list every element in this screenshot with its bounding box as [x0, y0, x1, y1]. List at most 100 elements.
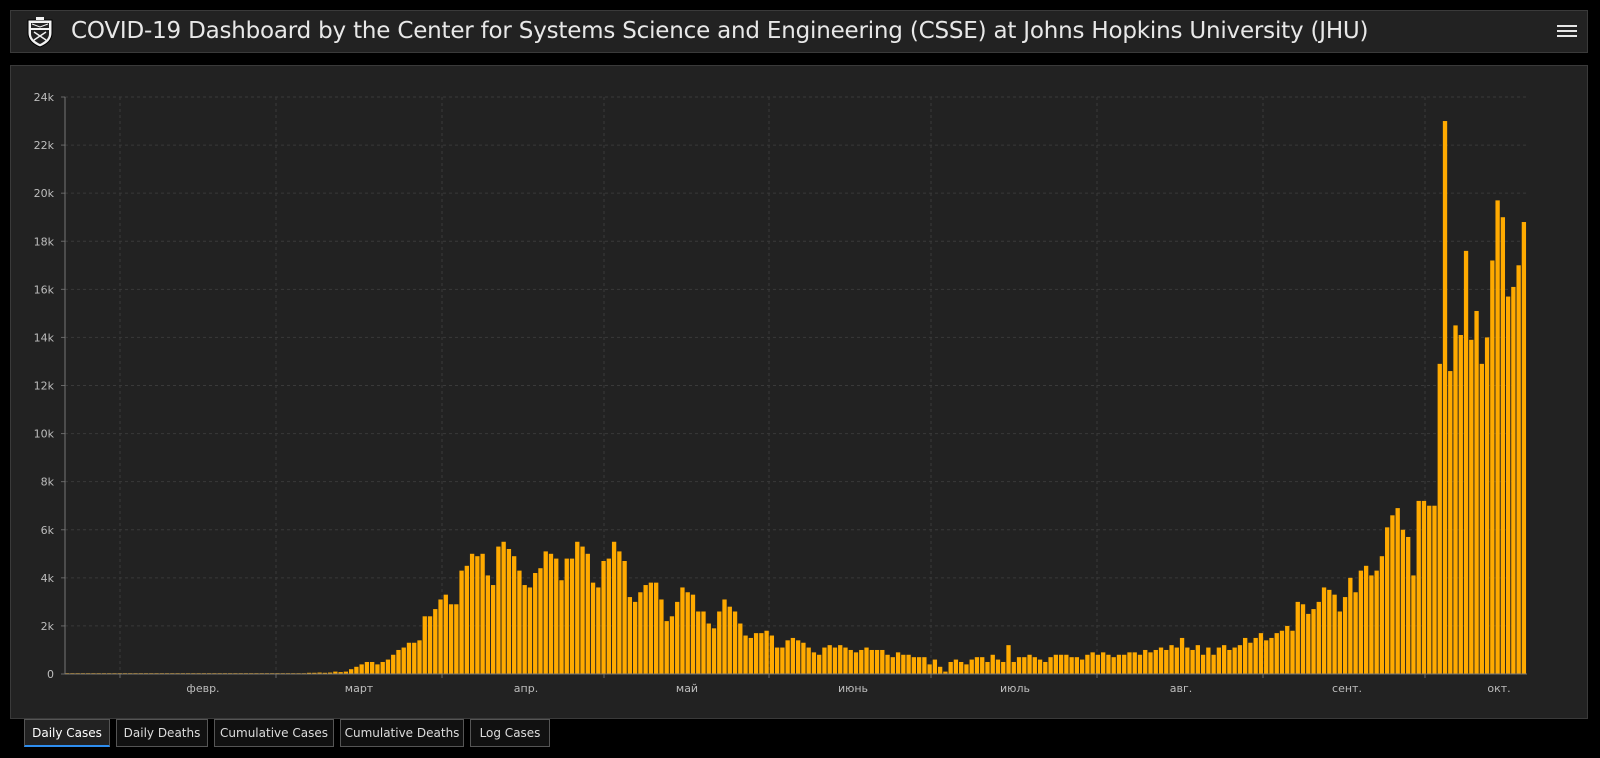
- bar[interactable]: [1406, 536, 1411, 674]
- bar[interactable]: [638, 592, 643, 674]
- bar[interactable]: [590, 582, 596, 674]
- bar[interactable]: [706, 623, 711, 674]
- bar[interactable]: [1369, 575, 1374, 674]
- bar[interactable]: [1153, 649, 1158, 674]
- bar[interactable]: [385, 659, 391, 674]
- bar[interactable]: [475, 556, 480, 674]
- bar[interactable]: [469, 553, 475, 674]
- bar[interactable]: [364, 661, 370, 674]
- bar[interactable]: [1016, 657, 1022, 674]
- bar[interactable]: [464, 565, 469, 674]
- bar[interactable]: [585, 553, 590, 674]
- bar[interactable]: [1090, 652, 1095, 674]
- bar[interactable]: [1037, 659, 1043, 674]
- bar[interactable]: [1164, 649, 1169, 674]
- bar[interactable]: [1411, 575, 1416, 674]
- bar[interactable]: [885, 654, 890, 674]
- bar[interactable]: [643, 585, 648, 674]
- bar[interactable]: [690, 594, 696, 674]
- bar[interactable]: [1137, 654, 1143, 674]
- bar[interactable]: [1337, 611, 1342, 674]
- bar[interactable]: [1332, 594, 1337, 674]
- bar[interactable]: [559, 580, 564, 674]
- bar[interactable]: [848, 649, 853, 674]
- bar[interactable]: [1106, 654, 1111, 674]
- bar[interactable]: [1001, 661, 1006, 674]
- bar[interactable]: [1079, 659, 1085, 674]
- bar[interactable]: [1085, 654, 1090, 674]
- bar[interactable]: [906, 654, 911, 674]
- bar[interactable]: [543, 551, 548, 674]
- bar[interactable]: [538, 568, 543, 674]
- bar[interactable]: [380, 661, 385, 674]
- bar[interactable]: [1511, 286, 1516, 674]
- bar[interactable]: [1505, 296, 1511, 674]
- bar[interactable]: [1521, 222, 1527, 674]
- bar[interactable]: [869, 649, 874, 674]
- bar[interactable]: [480, 553, 485, 674]
- bar[interactable]: [1269, 637, 1274, 674]
- bar[interactable]: [370, 661, 375, 674]
- bar[interactable]: [1479, 363, 1484, 674]
- bar[interactable]: [312, 672, 317, 674]
- bar[interactable]: [1348, 577, 1353, 674]
- bar[interactable]: [517, 570, 522, 674]
- bar[interactable]: [1221, 645, 1227, 674]
- bar[interactable]: [1064, 654, 1069, 674]
- bar[interactable]: [1190, 649, 1195, 674]
- bar[interactable]: [874, 649, 880, 674]
- bar[interactable]: [1248, 642, 1253, 674]
- bar[interactable]: [937, 666, 943, 674]
- bar[interactable]: [1122, 654, 1127, 674]
- bar[interactable]: [548, 553, 554, 674]
- tab-log-cases[interactable]: Log Cases: [470, 719, 550, 747]
- bar[interactable]: [911, 657, 917, 674]
- bar[interactable]: [1143, 649, 1148, 674]
- bar[interactable]: [327, 672, 333, 674]
- bar[interactable]: [1311, 609, 1316, 674]
- bar[interactable]: [1427, 505, 1432, 674]
- bar[interactable]: [916, 657, 922, 674]
- bar[interactable]: [1116, 654, 1122, 674]
- bar[interactable]: [1211, 654, 1216, 674]
- bar[interactable]: [748, 637, 753, 674]
- bar[interactable]: [817, 654, 822, 674]
- bar[interactable]: [1253, 637, 1258, 674]
- bar[interactable]: [1022, 657, 1027, 674]
- bar[interactable]: [1385, 527, 1390, 674]
- bar[interactable]: [1032, 657, 1037, 674]
- bar[interactable]: [1011, 661, 1016, 674]
- bar[interactable]: [901, 654, 906, 674]
- bar[interactable]: [696, 611, 701, 674]
- bar[interactable]: [1342, 597, 1348, 674]
- bar[interactable]: [427, 616, 433, 674]
- bar[interactable]: [1227, 649, 1232, 674]
- bar[interactable]: [796, 640, 801, 674]
- bar[interactable]: [1306, 613, 1311, 674]
- bar[interactable]: [853, 652, 859, 674]
- bar[interactable]: [1264, 640, 1269, 674]
- bar[interactable]: [1158, 647, 1164, 674]
- bar[interactable]: [575, 541, 580, 674]
- bar[interactable]: [322, 672, 327, 674]
- bar[interactable]: [1490, 260, 1495, 674]
- bar[interactable]: [617, 551, 622, 674]
- bar[interactable]: [601, 561, 606, 674]
- bar[interactable]: [1148, 652, 1153, 674]
- bar[interactable]: [596, 587, 601, 674]
- bar[interactable]: [717, 611, 722, 674]
- bar[interactable]: [895, 652, 901, 674]
- bar[interactable]: [433, 609, 438, 674]
- bar[interactable]: [1453, 325, 1458, 674]
- bar[interactable]: [1363, 565, 1369, 674]
- tab-cumulative-cases[interactable]: Cumulative Cases: [214, 719, 334, 747]
- bar[interactable]: [943, 671, 948, 674]
- bar[interactable]: [348, 669, 354, 674]
- bar[interactable]: [1516, 265, 1521, 674]
- bar[interactable]: [1300, 604, 1306, 674]
- bar[interactable]: [932, 659, 938, 674]
- bar[interactable]: [1495, 200, 1500, 674]
- bar[interactable]: [1200, 654, 1206, 674]
- bar[interactable]: [659, 599, 664, 674]
- bar[interactable]: [622, 561, 627, 674]
